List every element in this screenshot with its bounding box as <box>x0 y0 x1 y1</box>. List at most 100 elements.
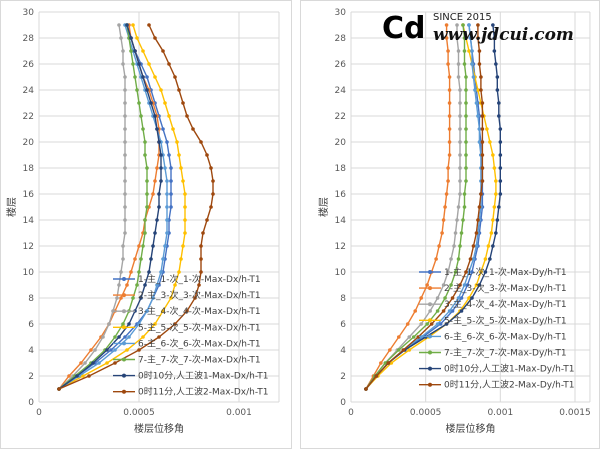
data-point <box>461 23 465 27</box>
data-point <box>477 127 482 131</box>
data-point <box>498 140 503 144</box>
legend-swatch-marker <box>122 341 126 346</box>
data-point <box>453 231 458 235</box>
legend-swatch-marker <box>428 318 432 323</box>
data-point <box>464 114 468 118</box>
data-point <box>464 140 468 144</box>
data-point <box>485 127 489 131</box>
data-point <box>169 166 173 170</box>
data-point <box>480 179 485 183</box>
data-point <box>211 192 215 196</box>
data-point <box>480 101 485 105</box>
data-point <box>447 114 452 118</box>
x-tick-label: 0.0015 <box>559 408 591 418</box>
data-point <box>119 36 123 40</box>
data-point <box>123 153 127 157</box>
data-point <box>444 322 449 326</box>
data-point <box>364 387 368 391</box>
watermark-since: SINCE 2015 <box>433 12 492 23</box>
data-point <box>464 127 468 131</box>
data-point <box>441 309 446 313</box>
data-point <box>464 101 468 105</box>
data-point <box>161 257 165 261</box>
gridlines <box>350 11 591 403</box>
data-point <box>131 23 135 27</box>
data-point <box>165 192 169 196</box>
data-point <box>183 192 187 196</box>
legend-label: 0时10分,人工波1-Max-Dx/h-T1 <box>138 370 269 382</box>
series-3 <box>57 23 127 391</box>
data-point <box>157 335 161 339</box>
data-point <box>396 335 401 339</box>
data-point <box>145 205 149 209</box>
data-point <box>444 36 449 40</box>
data-point <box>135 283 139 287</box>
data-point <box>479 270 483 274</box>
data-point <box>491 244 495 248</box>
data-point <box>141 49 145 53</box>
x-tick-label: 0 <box>36 408 42 418</box>
data-point <box>471 244 476 248</box>
x-tick-label: 0 <box>348 408 354 418</box>
data-point <box>447 88 452 92</box>
data-point <box>205 153 209 157</box>
data-point <box>440 231 444 235</box>
data-point <box>163 244 167 248</box>
data-point <box>123 127 127 131</box>
data-point <box>115 296 119 300</box>
data-point <box>447 101 452 105</box>
data-point <box>159 88 163 92</box>
data-point <box>123 114 127 118</box>
data-point <box>470 49 474 53</box>
data-point <box>113 348 117 352</box>
data-point <box>470 270 474 274</box>
y-tick-label: 10 <box>335 268 347 278</box>
y-tick-label: 4 <box>28 346 34 356</box>
legend-swatch-marker <box>122 357 126 362</box>
data-point <box>141 127 145 131</box>
data-point <box>83 361 87 365</box>
series-5 <box>57 23 169 391</box>
data-point <box>453 270 458 274</box>
data-point <box>151 244 155 248</box>
data-point <box>477 140 482 144</box>
data-point <box>149 257 153 261</box>
data-point <box>476 23 480 27</box>
y-axis-title: 楼层 <box>317 197 330 217</box>
data-point <box>165 231 169 235</box>
y-tick-label: 30 <box>335 8 347 18</box>
legend-label: 5-主_5-次_5-次-Max-Dx/h-T1 <box>138 321 261 333</box>
y-tick-label: 10 <box>23 268 35 278</box>
legend-swatch-marker <box>122 293 126 298</box>
y-tick-label: 2 <box>28 372 34 382</box>
legend-swatch-marker <box>428 286 432 291</box>
data-point <box>477 283 482 287</box>
data-point <box>462 205 467 209</box>
data-point <box>446 179 450 183</box>
y-tick-label: 24 <box>23 86 35 96</box>
watermark: Cd SINCE 2015 www.jdcui.com <box>378 6 598 50</box>
data-point <box>446 62 450 66</box>
data-point <box>153 322 157 326</box>
data-point <box>419 322 423 326</box>
data-point <box>447 309 452 313</box>
data-point <box>161 49 165 53</box>
data-point <box>456 205 461 209</box>
series-line <box>365 25 451 390</box>
data-point <box>155 166 159 170</box>
data-point <box>181 244 185 248</box>
data-point <box>459 231 464 235</box>
data-point <box>456 296 461 300</box>
y-tick-label: 14 <box>335 216 347 226</box>
data-point <box>491 153 495 157</box>
data-point <box>447 153 452 157</box>
data-point <box>494 62 498 66</box>
legend-swatch-marker <box>122 325 126 330</box>
y-tick-label: 4 <box>340 346 346 356</box>
data-point <box>456 49 461 53</box>
legend-label: 7-主_7-次_7-次-Max-Dx/h-T1 <box>138 354 261 366</box>
data-point <box>467 49 471 53</box>
series-line <box>58 24 168 390</box>
data-point <box>159 179 163 183</box>
